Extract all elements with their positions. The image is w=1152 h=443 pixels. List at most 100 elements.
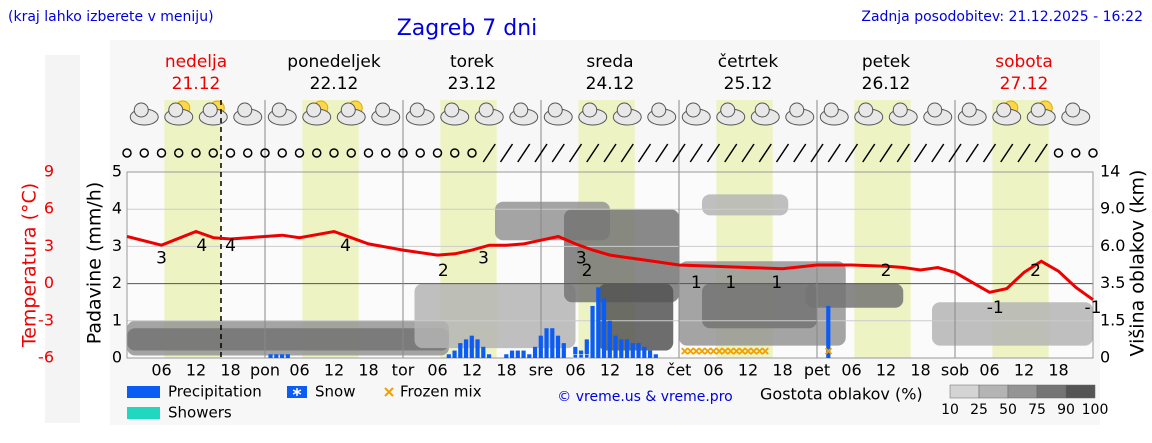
wind-barb	[775, 143, 790, 163]
wind-barb	[844, 143, 859, 163]
calm-wind	[415, 148, 425, 158]
density-tick-label: 75	[1028, 402, 1046, 418]
legend-label: Frozen mix	[400, 383, 482, 401]
temperature-value-label: 2	[881, 261, 892, 281]
snow-bar	[572, 354, 578, 359]
y2-tick-label: 14	[1100, 162, 1120, 181]
precip-bar	[596, 287, 601, 358]
precip-bar	[590, 305, 595, 358]
cloud-icon-top	[202, 102, 218, 118]
calm-wind	[122, 148, 132, 158]
y2-axis-label: Višina oblakov (km)	[1127, 170, 1149, 357]
x-tick-label: 06	[565, 361, 585, 380]
x-tick-label: 06	[289, 361, 309, 380]
precip-bar	[458, 343, 463, 358]
calm-wind	[1053, 148, 1064, 158]
x-tick-label: 12	[324, 361, 344, 380]
cloud-icon-top	[271, 102, 287, 118]
precip-bar	[504, 354, 509, 358]
cloud-icon-top	[237, 102, 253, 118]
temperature-value-label: 1	[771, 273, 782, 293]
cloud-layer	[127, 328, 449, 351]
wind-barb	[1000, 143, 1014, 163]
precip-bar	[561, 343, 566, 358]
wind-barb	[724, 143, 738, 163]
x-tick-label: 12	[600, 361, 620, 380]
snow-bar	[578, 354, 584, 359]
temperature-value-label: 4	[340, 236, 351, 256]
day-date: 26.12	[862, 74, 911, 94]
cloud-icon-top	[409, 102, 425, 118]
x-tick-label: 18	[358, 361, 378, 380]
cloud-icon-top	[858, 102, 874, 118]
x-tick-label: 18	[496, 361, 516, 380]
temperature-value-label: 1	[725, 273, 736, 293]
density-swatch	[978, 384, 1009, 399]
day-name: nedelja	[165, 52, 227, 72]
y2-tick-label: 9.0	[1100, 199, 1125, 218]
precip-bar	[469, 335, 474, 358]
wind-barb	[948, 143, 962, 163]
y-tick-label: 0	[112, 348, 122, 367]
y2-tick-label: 6.0	[1100, 236, 1125, 255]
x-tick-label: 18	[634, 361, 654, 380]
cloud-layer	[932, 302, 1093, 346]
day-date: 25.12	[724, 74, 773, 94]
precip-bar	[475, 339, 480, 358]
frozen-mix-marker	[761, 347, 769, 355]
calm-wind	[450, 148, 460, 158]
cloud-layer	[702, 283, 817, 329]
frozen-mix-marker	[715, 347, 723, 355]
x-tick-label: 06	[703, 361, 723, 380]
density-tick-label: 50	[999, 402, 1017, 418]
x-tick-label: tor	[392, 361, 415, 380]
x-tick-label: sre	[529, 361, 553, 380]
wind-barb	[862, 143, 876, 163]
temperature-tick-label: 6	[44, 199, 54, 218]
wind-barb	[637, 143, 652, 163]
snow-bar	[584, 354, 590, 359]
precip-bar	[642, 346, 647, 358]
legend-label: Precipitation	[168, 383, 262, 401]
wind-barb	[758, 143, 772, 163]
frozen-mix-marker	[721, 347, 729, 355]
x-tick-label: 12	[1014, 361, 1034, 380]
temperature-label: Temperatura (°C)	[19, 183, 41, 348]
precip-bar	[481, 346, 486, 358]
cloud-icon-top	[375, 102, 391, 118]
calm-wind	[467, 148, 477, 158]
temperature-value-label: -1	[987, 298, 1004, 318]
precip-bar	[573, 346, 578, 358]
day-date: 22.12	[310, 74, 359, 94]
legend-label: Snow	[315, 383, 355, 401]
calm-wind	[260, 148, 270, 158]
temperature-tick-label: -3	[38, 310, 54, 329]
wind-barb	[827, 143, 841, 163]
cloud-icon-top	[616, 102, 632, 118]
cloud-icon-top	[444, 102, 460, 118]
cloud-icon-top	[168, 102, 184, 118]
density-tick-label: 10	[941, 402, 959, 418]
calm-wind	[156, 148, 167, 158]
y2-tick-label: 3.5	[1100, 273, 1125, 292]
temperature-tick-label: -6	[38, 348, 54, 367]
y-tick-label: 2	[112, 273, 122, 292]
calm-wind	[329, 148, 339, 158]
precip-bar	[619, 339, 624, 358]
calm-wind	[1088, 148, 1098, 158]
precip-bar	[452, 350, 457, 358]
x-tick-label: 06	[427, 361, 447, 380]
x-tick-label: 12	[738, 361, 758, 380]
precip-bar	[613, 335, 618, 358]
precip-bar	[601, 298, 607, 358]
temperature-value-label: 2	[438, 261, 449, 281]
precip-bar	[538, 335, 543, 358]
precip-bar	[509, 350, 515, 358]
cloud-icon-top	[685, 102, 701, 118]
day-date: 23.12	[448, 74, 497, 94]
wind-barb	[879, 143, 893, 163]
cloud-icon-top	[1065, 102, 1081, 118]
frozen-mix-marker	[750, 347, 758, 355]
frozen-mix-marker	[738, 347, 746, 355]
menu-note: (kraj lahko izberete v meniju)	[8, 9, 214, 25]
